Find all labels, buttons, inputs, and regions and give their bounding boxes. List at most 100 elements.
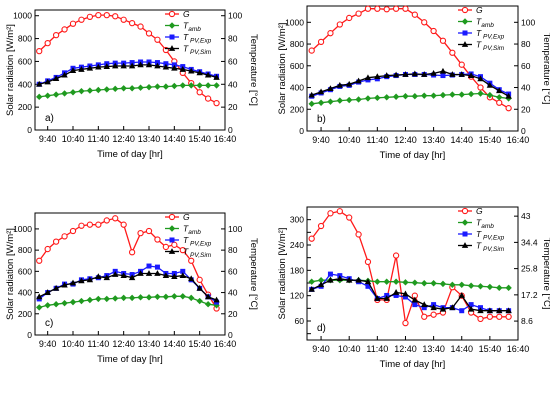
legend-label-amb: Tamb: [476, 218, 494, 231]
y2-tick-label: 100: [228, 224, 242, 234]
x-tick-label: 9:40: [39, 134, 57, 144]
y-tick-label: 0: [27, 125, 32, 135]
legend-marker-sim: [168, 45, 176, 51]
data-point-sim: [467, 72, 475, 78]
legend-label-g: G: [183, 9, 190, 19]
y2-axis-label: Temperature [°C]: [248, 238, 259, 310]
y2-tick-label: 0: [521, 126, 526, 136]
data-point-amb: [145, 294, 153, 301]
data-point-sim: [188, 275, 195, 282]
x-tick-label: 16:40: [507, 344, 530, 354]
data-point-amb: [467, 90, 475, 98]
data-point-amb: [486, 91, 494, 99]
data-point-g: [44, 39, 51, 47]
data-point-g: [145, 227, 153, 235]
data-point-amb: [430, 280, 437, 287]
data-point-amb: [392, 278, 400, 285]
series-line-sim: [311, 278, 509, 312]
data-point-exp: [129, 60, 135, 66]
data-point-amb: [171, 293, 178, 300]
data-point-g: [154, 36, 161, 43]
legend-label-sim: T PV,Sim: [183, 247, 212, 260]
legend-label-exp: T PV,Exp: [476, 28, 505, 41]
x-tick-label: 13:40: [422, 135, 445, 145]
data-point-sim: [171, 64, 178, 71]
data-point-g: [95, 11, 102, 19]
data-point-amb: [44, 92, 51, 99]
data-point-sim: [44, 78, 51, 85]
data-point-amb: [103, 295, 110, 303]
data-point-sim: [439, 305, 447, 312]
data-point-sim: [467, 305, 475, 312]
data-point-sim: [392, 289, 400, 295]
data-point-g: [477, 315, 484, 323]
series-line-exp: [38, 61, 217, 85]
data-point-sim: [364, 278, 372, 285]
data-point-sim: [364, 74, 372, 81]
data-point-sim: [154, 270, 161, 276]
x-tick-label: 11:40: [366, 344, 388, 354]
data-point-g: [213, 99, 220, 107]
data-point-amb: [439, 280, 447, 288]
data-point-exp: [154, 264, 160, 270]
data-point-amb: [496, 94, 503, 101]
data-point-g: [112, 215, 119, 222]
data-point-amb: [204, 301, 212, 308]
data-point-sim: [486, 81, 494, 88]
x-tick-label: 12:40: [112, 339, 135, 349]
data-point-amb: [467, 282, 475, 289]
data-point-sim: [505, 307, 512, 314]
data-point-amb: [411, 93, 419, 100]
data-point-amb: [439, 91, 447, 99]
data-point-sim: [128, 274, 136, 281]
data-point-amb: [496, 284, 503, 292]
y-tick-label: 1000: [13, 224, 32, 234]
legend-label-exp: T PV,Exp: [476, 229, 505, 242]
panel-label: d): [317, 323, 326, 334]
chart-panel-b: 9:40 10:40 11:40 12:40 13:40 14:40 15:40 16:40 T…: [277, 5, 550, 161]
legend-label-exp: T PV,Exp: [183, 32, 212, 45]
data-point-g: [355, 10, 362, 17]
data-point-sim: [421, 71, 428, 77]
data-point-sim: [496, 87, 503, 94]
data-point-sim: [402, 290, 409, 297]
data-point-sim: [355, 77, 362, 84]
x-tick-label: 12:40: [394, 344, 417, 354]
data-point-sim: [411, 70, 419, 77]
data-point-sim: [317, 281, 325, 288]
data-point-g: [336, 21, 343, 28]
y-tick-label: 600: [290, 61, 304, 71]
data-point-g: [317, 222, 325, 230]
data-point-amb: [95, 86, 102, 94]
data-point-sim: [179, 272, 186, 278]
data-point-amb: [458, 91, 465, 98]
data-point-sim: [392, 71, 400, 78]
legend-marker-exp: [462, 231, 468, 237]
data-point-sim: [196, 69, 203, 76]
y-tick-label: 600: [18, 56, 32, 66]
data-point-amb: [112, 295, 119, 302]
legend-label-amb: Tamb: [476, 17, 494, 30]
y2-tick-label: 20: [521, 104, 531, 114]
data-point-amb: [120, 85, 127, 92]
data-point-sim: [188, 67, 195, 74]
x-tick-label: 14:40: [450, 344, 473, 354]
data-point-exp: [393, 292, 399, 298]
data-point-exp: [468, 302, 474, 308]
data-point-g: [421, 19, 428, 26]
data-point-g: [421, 313, 428, 320]
legend-marker-g: [461, 6, 469, 14]
data-point-sim: [213, 74, 220, 80]
data-point-sim: [430, 304, 437, 311]
data-point-sim: [477, 75, 484, 82]
data-point-sim: [145, 61, 153, 68]
data-point-sim: [154, 62, 161, 69]
y-axis-label: Solar radiation [W/m²]: [277, 23, 288, 115]
legend-marker-amb: [461, 18, 469, 25]
legend-label-g: G: [183, 212, 190, 222]
data-point-amb: [317, 277, 325, 284]
y2-tick-label: 80: [228, 34, 238, 44]
data-point-sim: [137, 270, 144, 276]
data-point-g: [137, 230, 144, 237]
series-line-exp: [311, 273, 509, 312]
